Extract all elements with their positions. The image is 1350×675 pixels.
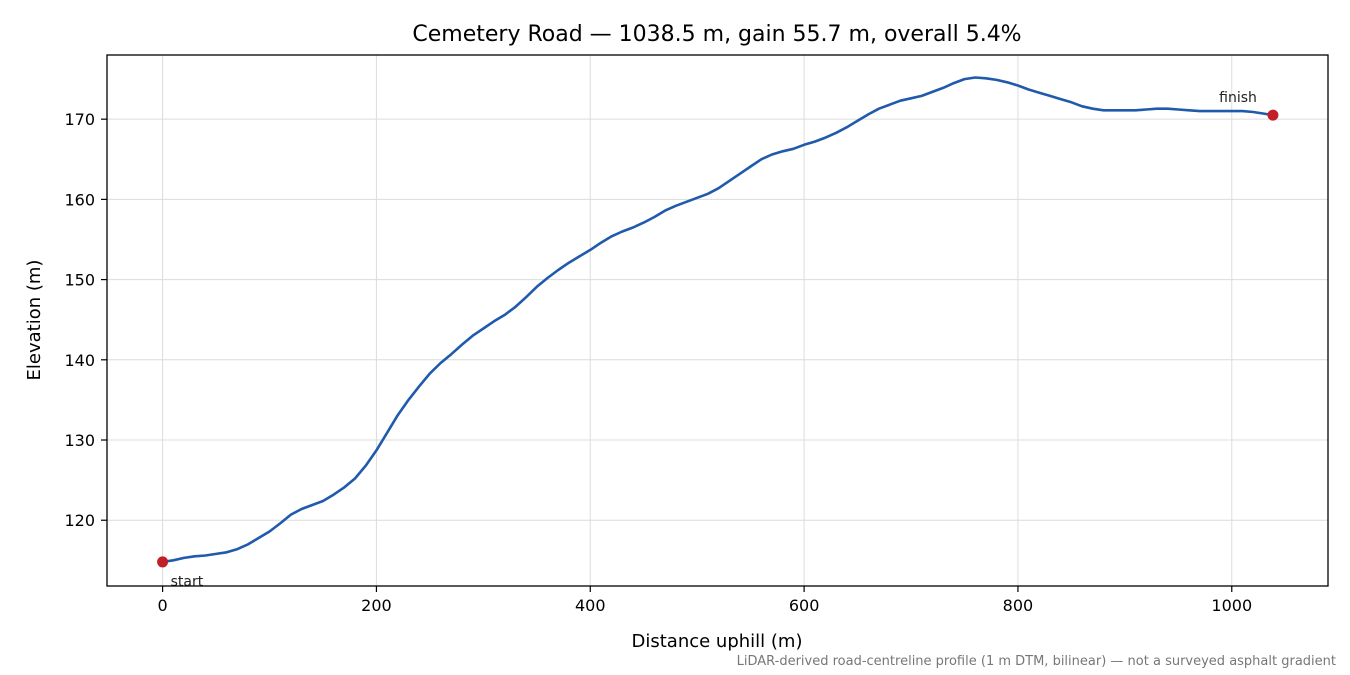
- marker-label-start: start: [171, 574, 204, 590]
- y-tick-label: 140: [64, 351, 95, 370]
- marker-finish: [1267, 109, 1279, 121]
- plot-frame: [106, 54, 1329, 587]
- x-tick-label: 400: [575, 596, 606, 615]
- y-tick-label: 130: [64, 431, 95, 450]
- y-tick-label: 170: [64, 110, 95, 129]
- x-tick-label: 200: [361, 596, 392, 615]
- chart-title: Cemetery Road — 1038.5 m, gain 55.7 m, o…: [412, 22, 1021, 47]
- x-tick-label: 0: [158, 596, 168, 615]
- x-tick-label: 600: [789, 596, 820, 615]
- y-tick-label: 150: [64, 271, 95, 290]
- footnote: LiDAR-derived road-centreline profile (1…: [737, 654, 1336, 669]
- x-tick-label: 1000: [1211, 596, 1252, 615]
- elevation-line: [161, 76, 1275, 564]
- marker-start: [157, 556, 169, 568]
- marker-label-finish: finish: [1219, 90, 1257, 106]
- y-tick-label: 160: [64, 190, 95, 209]
- x-tick-label: 800: [1003, 596, 1034, 615]
- y-tick-label: 120: [64, 511, 95, 530]
- grid: [107, 55, 1328, 586]
- markers: start finish: [157, 90, 1279, 590]
- y-axis-label: Elevation (m): [24, 260, 45, 381]
- axis-ticks: 0 200 400 600 800 1000 120 130 140 150 160 170: [64, 110, 1252, 615]
- x-axis-label: Distance uphill (m): [632, 631, 803, 652]
